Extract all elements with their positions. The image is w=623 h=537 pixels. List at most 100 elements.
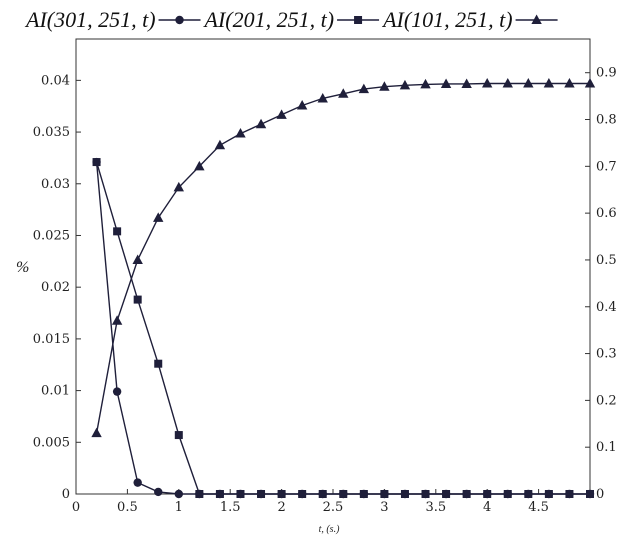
data-point (318, 490, 327, 498)
series-line (95, 162, 590, 495)
data-point (277, 490, 286, 498)
data-point (174, 431, 183, 440)
data-point (214, 139, 226, 150)
data-point (133, 478, 142, 487)
data-point (111, 315, 123, 325)
x-tick-label: 2 (277, 500, 285, 515)
data-point (133, 295, 142, 304)
y-left-tick-label: 0.04 (41, 73, 70, 88)
y-right-tick-label: 0.8 (596, 113, 617, 128)
data-point (153, 212, 164, 222)
y-right-tick-label: 0.1 (596, 440, 617, 455)
y-right-tick-label: 0.9 (596, 66, 617, 81)
data-point (195, 490, 204, 498)
data-point (255, 118, 267, 129)
data-point (154, 487, 163, 497)
plot-frame (75, 38, 591, 495)
data-point (442, 490, 451, 498)
data-point (112, 387, 122, 396)
data-point (421, 490, 430, 498)
y-left-tick-label: 0.035 (33, 125, 70, 140)
data-point (276, 109, 287, 119)
series-line (95, 161, 590, 495)
y-right-tick-label: 0.4 (596, 300, 617, 315)
series-line (95, 82, 590, 434)
data-point (543, 77, 555, 88)
data-point (154, 359, 163, 368)
data-point (358, 83, 370, 94)
data-point (544, 490, 553, 498)
x-tick-label: 1 (175, 500, 183, 515)
y-right-tick-label: 0.5 (596, 253, 617, 268)
data-point (338, 88, 349, 98)
y-left-axis-ticks: 0 0.005 0.01 0.015 0.02 0.025 0.03 0.035 0.04 (33, 73, 81, 502)
data-point (462, 490, 471, 498)
data-point (236, 490, 245, 498)
legend-label: AI(101, 251, t) (381, 7, 513, 32)
data-point (296, 99, 308, 110)
data-point (132, 254, 143, 264)
series-triangle (91, 77, 596, 438)
legend-marker (354, 16, 363, 24)
y-axis-label: % (16, 259, 29, 276)
data-point (523, 77, 534, 88)
series-circle (92, 157, 595, 499)
y-right-tick-label: 0.2 (596, 393, 617, 408)
y-right-tick-label: 0.6 (596, 206, 617, 221)
legend-marker (175, 15, 184, 25)
data-point (420, 78, 431, 89)
data-point (440, 78, 452, 88)
data-point (215, 490, 224, 498)
data-point (91, 427, 102, 438)
legend-label: AI(301, 251, t) (24, 7, 156, 32)
x-tick-label: 3.5 (425, 500, 446, 515)
data-point (257, 490, 266, 498)
legend: AI(301, 251, t) AI(201, 251, t) AI(101, 25… (24, 7, 558, 32)
x-tick-label: 0.5 (117, 500, 138, 515)
x-axis-label: t, (s.) (319, 524, 341, 535)
data-point (380, 490, 389, 498)
y-left-tick-label: 0 (62, 487, 70, 502)
y-right-tick-label: 0.3 (596, 347, 617, 362)
data-point (483, 490, 492, 498)
data-point (461, 78, 472, 88)
data-point (503, 490, 512, 498)
x-tick-label: 3 (380, 500, 388, 515)
y-left-tick-label: 0.015 (33, 332, 70, 347)
y-left-tick-label: 0.025 (33, 228, 70, 243)
data-point (564, 77, 575, 88)
data-point (482, 77, 493, 88)
data-point (235, 128, 246, 138)
x-tick-label: 0 (72, 500, 80, 515)
data-point (173, 181, 184, 192)
data-point (92, 158, 101, 167)
y-right-axis-ticks: 0 0.1 0.2 0.3 0.4 0.5 0.6 0.7 0.8 0.9 (585, 66, 617, 502)
y-left-tick-label: 0.03 (41, 177, 70, 192)
x-axis-ticks: 0 0.5 1 1.5 2 2.5 3 3.5 4 4.5 (72, 489, 549, 515)
data-point (586, 490, 594, 498)
data-point (584, 77, 596, 88)
y-left-tick-label: 0.01 (41, 384, 70, 399)
series-layer (91, 77, 596, 499)
y-right-tick-label: 0 (596, 487, 604, 502)
x-tick-label: 1.5 (220, 500, 241, 515)
x-tick-label: 4 (483, 500, 491, 515)
data-point (359, 490, 368, 498)
y-left-tick-label: 0.02 (41, 280, 70, 295)
legend-marker (531, 14, 542, 24)
x-tick-label: 2.5 (323, 500, 344, 515)
legend-label: AI(201, 251, t) (203, 7, 335, 32)
series-square (92, 158, 594, 498)
data-point (502, 77, 513, 88)
data-point (174, 489, 183, 499)
data-point (400, 490, 409, 498)
y-left-tick-label: 0.005 (33, 435, 70, 450)
data-point (298, 490, 307, 498)
y-right-tick-label: 0.7 (596, 159, 617, 174)
x-tick-label: 4.5 (528, 500, 549, 515)
data-point (113, 227, 122, 236)
data-point (339, 490, 348, 498)
data-point (524, 490, 533, 498)
data-point (399, 79, 411, 90)
data-point (565, 490, 574, 498)
